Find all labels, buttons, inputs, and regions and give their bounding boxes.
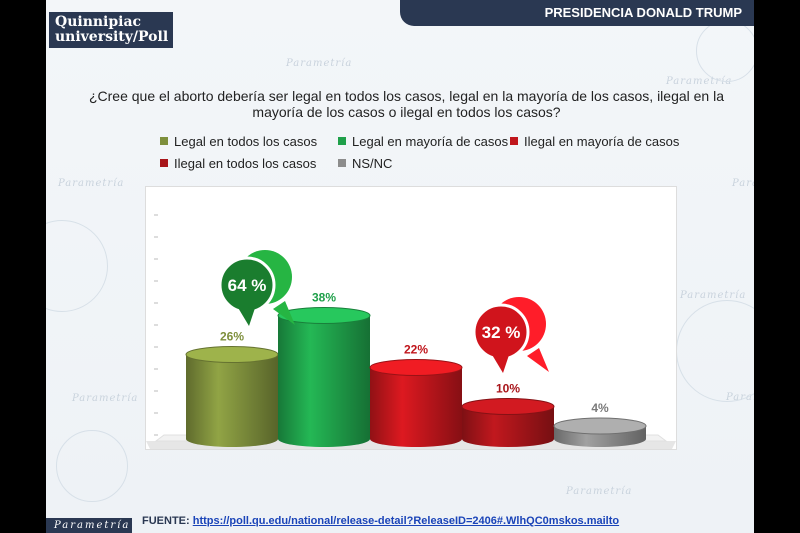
legend-swatch — [160, 137, 168, 145]
slide: Parametría Parametría Parametría Paramet… — [46, 0, 754, 533]
plot-area: 26% 38% 22% 10% 4% 64 % 32 % — [145, 186, 677, 450]
background-circle — [696, 20, 754, 82]
legend-swatch — [338, 159, 346, 167]
legend-item: NS/NC — [338, 156, 392, 171]
bar — [370, 367, 462, 447]
bar-top — [185, 346, 279, 363]
source-line: FUENTE: https://poll.qu.edu/national/rel… — [142, 515, 619, 527]
parametria-footer-logo: Parametría — [46, 518, 132, 533]
logo-line-2: university/Poll — [55, 29, 169, 45]
source-link[interactable]: https://poll.qu.edu/national/release-det… — [192, 515, 620, 527]
bubble-front-tail — [237, 306, 255, 326]
legend-swatch — [510, 137, 518, 145]
legend-swatch — [338, 137, 346, 145]
legend-swatch — [160, 159, 168, 167]
bubble-back-tail — [273, 301, 295, 325]
background-circle — [56, 430, 128, 502]
legend-label: Ilegal en todos los casos — [174, 156, 317, 171]
watermark-text: Parametría — [566, 486, 633, 497]
legend-label: Ilegal en mayoría de casos — [524, 134, 680, 149]
watermark-text: Parametría — [680, 290, 747, 301]
background-circle — [46, 220, 108, 312]
bar-top — [553, 417, 647, 435]
annotation-bubble: 32 % — [472, 297, 549, 373]
legend-item: Ilegal en mayoría de casos — [510, 134, 679, 149]
background-circle — [676, 300, 754, 402]
data-label: 26% — [220, 330, 244, 344]
legend-item: Legal en mayoría de casos — [338, 134, 508, 149]
bar — [186, 354, 278, 447]
legend-label: NS/NC — [352, 156, 393, 171]
question-text: ¿Cree que el aborto debería ser legal en… — [88, 88, 725, 120]
bubble-front-tail — [491, 353, 509, 373]
source-label: FUENTE: — [142, 515, 190, 527]
watermark-text: Parametría — [58, 178, 125, 189]
data-label: 38% — [312, 291, 336, 305]
section-title: PRESIDENCIA DONALD TRUMP — [400, 0, 754, 26]
data-label: 4% — [591, 401, 609, 415]
watermark-text: Parametría — [732, 178, 754, 189]
data-label: 10% — [496, 382, 520, 396]
data-label: 22% — [404, 343, 428, 357]
bubble-back-tail — [527, 348, 549, 372]
annotation-text: 32 % — [482, 323, 521, 342]
annotation-text: 64 % — [228, 276, 267, 295]
annotation-bubble: 64 % — [218, 250, 295, 326]
watermark-text: Parametría — [286, 58, 353, 69]
bar-chart: 26% 38% 22% 10% 4% 64 % 32 % — [146, 214, 676, 449]
bar-top — [369, 359, 463, 376]
bar-top — [461, 398, 555, 415]
watermark-text: Parametría — [72, 393, 139, 404]
bar — [462, 406, 554, 447]
legend-item: Legal en todos los casos — [160, 134, 317, 149]
quinnipiac-logo: Quinnipiac university/Poll — [49, 12, 173, 48]
bar-top — [277, 307, 371, 324]
legend-label: Legal en todos los casos — [174, 134, 318, 149]
legend-label: Legal en mayoría de casos — [352, 134, 509, 149]
logo-line-1: Quinnipiac — [55, 14, 142, 30]
watermark-text: Parametría — [666, 76, 733, 87]
bar — [278, 315, 370, 447]
legend-item: Ilegal en todos los casos — [160, 156, 316, 171]
